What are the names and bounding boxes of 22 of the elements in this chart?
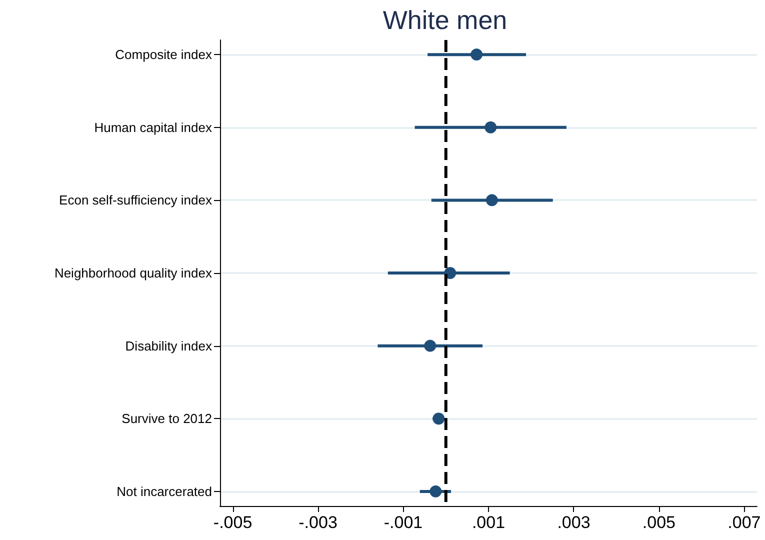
y-tick-label: Survive to 2012 bbox=[122, 411, 212, 426]
x-tick-label: .005 bbox=[642, 513, 676, 532]
x-tick-label: -.001 bbox=[384, 513, 423, 532]
x-tick-label: .003 bbox=[557, 513, 590, 532]
x-tick-label: -.005 bbox=[213, 513, 252, 532]
point bbox=[444, 267, 456, 279]
y-tick-label: Econ self-sufficiency index bbox=[59, 192, 212, 208]
x-tick-label: .001 bbox=[472, 513, 506, 532]
x-tick-label: .007 bbox=[728, 513, 761, 532]
y-tick-label: Human capital index bbox=[94, 120, 212, 135]
point bbox=[430, 485, 442, 498]
y-tick-label: Composite index bbox=[115, 47, 212, 62]
x-tick-label: -.003 bbox=[298, 513, 338, 532]
point bbox=[424, 340, 436, 352]
y-tick-label: Neighborhood quality index bbox=[54, 266, 212, 280]
y-tick-label: Disability index bbox=[125, 338, 212, 354]
point bbox=[432, 412, 445, 425]
y-tick-label: Not incarcerated bbox=[116, 484, 212, 499]
point bbox=[484, 121, 497, 134]
point bbox=[470, 48, 483, 61]
chart-title: White men bbox=[382, 5, 508, 35]
point bbox=[486, 194, 498, 206]
